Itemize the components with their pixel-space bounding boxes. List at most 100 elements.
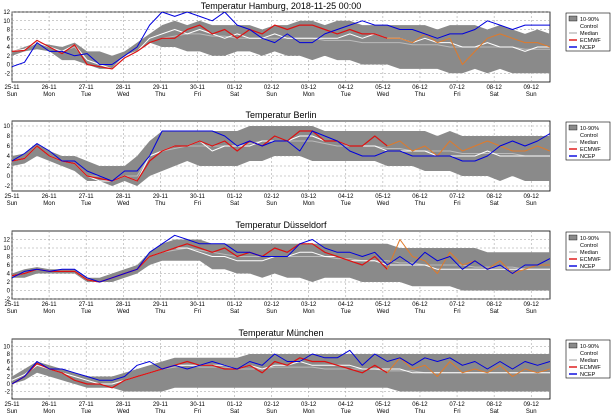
legend-label: ECMWF bbox=[580, 257, 601, 263]
x-day-label: Wed bbox=[377, 309, 389, 315]
x-date-label: 07-12 bbox=[449, 194, 465, 200]
y-tick-label: 0 bbox=[7, 289, 11, 295]
legend-label: NCEP bbox=[580, 154, 596, 160]
y-tick-label: 6 bbox=[7, 36, 11, 42]
legend-label: Median bbox=[580, 358, 598, 364]
legend-label: 10-90% bbox=[580, 126, 599, 132]
x-day-label: Mon bbox=[43, 201, 55, 207]
x-day-label: Sun bbox=[7, 92, 18, 98]
x-day-label: Sun bbox=[526, 92, 537, 98]
x-date-label: 25-11 bbox=[5, 302, 21, 308]
y-tick-label: 6 bbox=[7, 144, 11, 150]
control-line bbox=[12, 361, 550, 385]
x-date-label: 02-12 bbox=[264, 402, 280, 408]
x-day-label: Sun bbox=[7, 409, 18, 415]
x-day-label: Sun bbox=[266, 309, 277, 315]
legend-label: NCEP bbox=[580, 372, 596, 378]
x-date-label: 25-11 bbox=[5, 402, 21, 408]
x-date-label: 01-12 bbox=[227, 194, 243, 200]
y-tick-label: 8 bbox=[7, 255, 11, 261]
x-date-label: 28-11 bbox=[116, 85, 132, 91]
y-tick-label: 4 bbox=[7, 272, 11, 278]
x-date-label: 06-12 bbox=[412, 402, 428, 408]
x-date-label: 27-11 bbox=[79, 194, 95, 200]
y-tick-label: 10 bbox=[3, 246, 10, 252]
ecmwf-extended-line bbox=[386, 239, 550, 274]
x-day-label: Fri bbox=[194, 409, 201, 415]
y-tick-label: 10 bbox=[3, 124, 10, 130]
y-tick-label: 4 bbox=[7, 367, 11, 373]
x-day-label: Thu bbox=[155, 92, 165, 98]
x-day-label: Sat bbox=[490, 409, 499, 415]
y-tick-label: 12 bbox=[3, 10, 10, 16]
y-tick-label: 2 bbox=[7, 164, 11, 170]
x-day-label: Mon bbox=[43, 309, 55, 315]
x-date-label: 05-12 bbox=[375, 402, 391, 408]
y-tick-label: 0 bbox=[7, 382, 11, 388]
x-date-label: 08-12 bbox=[486, 194, 502, 200]
x-day-label: Tue bbox=[341, 92, 352, 98]
legend-swatch bbox=[568, 15, 578, 22]
x-day-label: Sun bbox=[266, 201, 277, 207]
x-day-label: Sun bbox=[526, 409, 537, 415]
legend-label: 10-90% bbox=[580, 17, 599, 23]
x-date-label: 27-11 bbox=[79, 402, 95, 408]
x-day-label: Wed bbox=[117, 92, 129, 98]
chart-panel-2: Temperatur Berlin-2024681025-11Sun26-11M… bbox=[3, 110, 611, 207]
x-date-label: 06-12 bbox=[412, 302, 428, 308]
ecmwf-line bbox=[12, 24, 388, 70]
y-tick-label: 2 bbox=[7, 280, 11, 286]
ecmwf-line bbox=[12, 130, 388, 182]
x-day-label: Thu bbox=[155, 309, 165, 315]
y-tick-label: 8 bbox=[7, 352, 11, 358]
x-day-label: Tue bbox=[81, 309, 92, 315]
x-date-label: 02-12 bbox=[264, 194, 280, 200]
control-line bbox=[12, 29, 550, 70]
band-10-90-area bbox=[12, 20, 550, 74]
x-day-label: Sun bbox=[526, 201, 537, 207]
y-tick-label: 6 bbox=[7, 263, 11, 269]
x-date-label: 07-12 bbox=[449, 302, 465, 308]
x-date-label: 05-12 bbox=[375, 85, 391, 91]
x-day-label: Sat bbox=[490, 201, 499, 207]
x-day-label: Thu bbox=[155, 409, 165, 415]
x-date-label: 27-11 bbox=[79, 302, 95, 308]
y-tick-label: 0 bbox=[7, 174, 11, 180]
x-date-label: 07-12 bbox=[449, 402, 465, 408]
x-day-label: Thu bbox=[415, 409, 425, 415]
legend-label: ECMWF bbox=[580, 365, 601, 371]
x-day-label: Sat bbox=[230, 201, 239, 207]
x-day-label: Thu bbox=[415, 309, 425, 315]
x-date-label: 28-11 bbox=[116, 302, 132, 308]
x-date-label: 03-12 bbox=[301, 194, 317, 200]
legend-swatch bbox=[568, 234, 578, 241]
x-date-label: 07-12 bbox=[449, 85, 465, 91]
x-day-label: Tue bbox=[341, 201, 352, 207]
x-date-label: 09-12 bbox=[524, 194, 540, 200]
y-tick-label: 2 bbox=[7, 375, 11, 381]
x-date-label: 26-11 bbox=[42, 194, 58, 200]
x-day-label: Fri bbox=[454, 409, 461, 415]
x-day-label: Fri bbox=[454, 92, 461, 98]
x-date-label: 05-12 bbox=[375, 194, 391, 200]
x-day-label: Mon bbox=[43, 92, 55, 98]
chart-title: Temperatur Berlin bbox=[245, 110, 316, 120]
legend-label: Median bbox=[580, 140, 598, 146]
legend-label: NCEP bbox=[580, 45, 596, 51]
x-date-label: 09-12 bbox=[524, 302, 540, 308]
x-date-label: 27-11 bbox=[79, 85, 95, 91]
x-date-label: 09-12 bbox=[524, 402, 540, 408]
x-day-label: Wed bbox=[117, 201, 129, 207]
x-day-label: Sat bbox=[490, 309, 499, 315]
x-day-label: Sat bbox=[230, 309, 239, 315]
chart-title: Temperatur Düsseldorf bbox=[235, 220, 327, 230]
x-day-label: Thu bbox=[415, 92, 425, 98]
x-day-label: Mon bbox=[43, 409, 55, 415]
x-date-label: 03-12 bbox=[301, 85, 317, 91]
x-date-label: 06-12 bbox=[412, 194, 428, 200]
chart-title: Temperatur Hamburg, 2018-11-25 00:00 bbox=[201, 1, 361, 11]
x-date-label: 26-11 bbox=[42, 302, 58, 308]
x-date-label: 29-11 bbox=[153, 302, 169, 308]
